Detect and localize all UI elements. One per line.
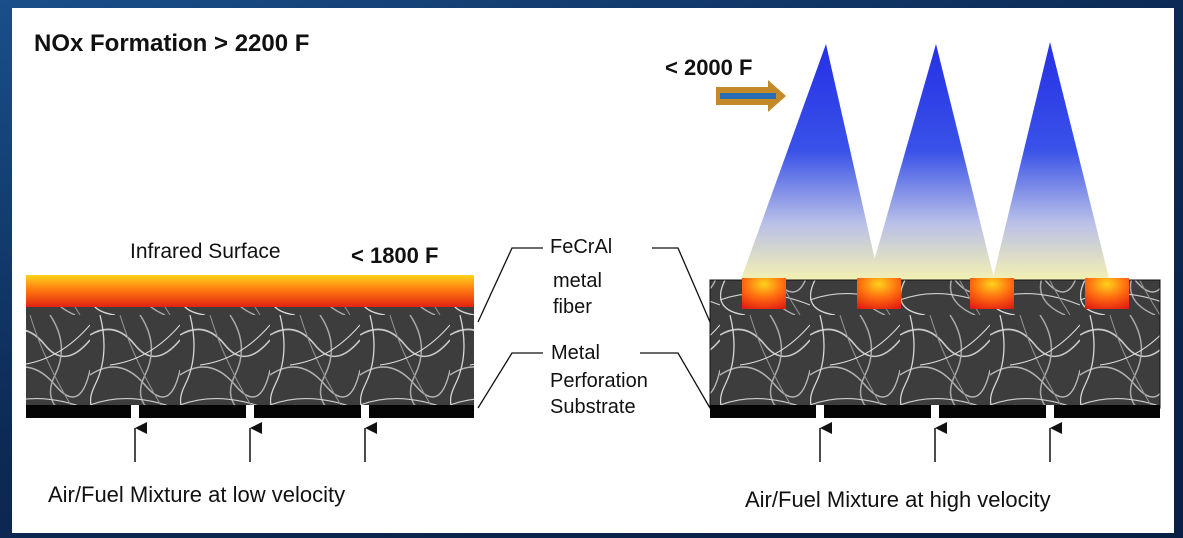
substrate-label-line1: Metal (551, 342, 600, 364)
surface-temp-label: < 1800 F (351, 243, 439, 268)
right-perforation-hole (931, 405, 939, 418)
left-infrared-surface-layer (26, 275, 474, 308)
substrate-leader-left (477, 352, 543, 409)
flame-temp-arrow-stripe (720, 93, 776, 99)
substrate-label-line2: Perforation (550, 370, 648, 392)
left-perforation-hole (131, 405, 139, 418)
flame-cone (868, 44, 995, 282)
diagram-title: NOx Formation > 2200 F (34, 30, 310, 57)
fiber-label-line1: FeCrAl (550, 236, 613, 258)
hot-spot (742, 278, 786, 309)
right-perforation-hole (816, 405, 824, 418)
hot-spot (970, 278, 1014, 309)
fiber-leader-left (477, 247, 543, 323)
left-metal-fiber-layer (26, 307, 474, 409)
infrared-surface-label: Infrared Surface (130, 240, 281, 263)
fiber-label-line2: metal (553, 270, 602, 292)
right-perforation-hole (1046, 405, 1054, 418)
substrate-label-line3: Substrate (550, 396, 636, 418)
hot-spot (1085, 278, 1129, 309)
high-velocity-caption: Air/Fuel Mixture at high velocity (745, 487, 1051, 512)
left-perforation-hole (361, 405, 369, 418)
flame-temp-label: < 2000 F (665, 55, 753, 80)
hot-spot (857, 278, 901, 309)
fiber-label-line3: fiber (553, 296, 592, 318)
flame-cone (992, 42, 1110, 282)
flame-cone (740, 44, 880, 282)
substrate-leader-right (640, 352, 711, 409)
low-velocity-caption: Air/Fuel Mixture at low velocity (48, 482, 346, 507)
left-perforation-hole (246, 405, 254, 418)
fiber-leader-right (652, 247, 711, 323)
